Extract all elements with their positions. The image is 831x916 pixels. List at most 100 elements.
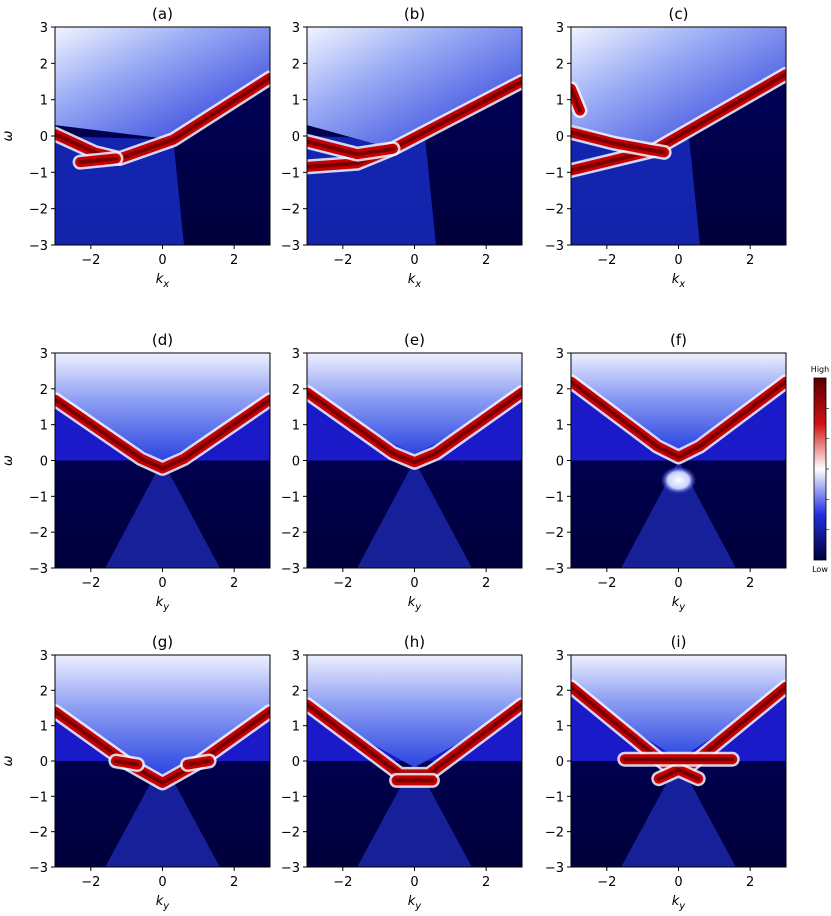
panel-title: (b) <box>404 5 425 23</box>
y-tick-label: −2 <box>29 203 48 218</box>
y-tick-label: 0 <box>292 755 300 770</box>
y-tick-label: −2 <box>545 203 564 218</box>
y-tick-label: −1 <box>281 790 300 805</box>
y-tick-label: −2 <box>29 526 48 541</box>
band-core <box>571 130 667 155</box>
x-label-subscript: x <box>678 279 685 290</box>
x-tick-label: −2 <box>597 576 616 591</box>
x-axis-label: ky <box>672 894 687 912</box>
panel-title: (g) <box>152 633 173 651</box>
heatmap-cone <box>307 655 522 768</box>
y-tick-label: −1 <box>281 490 300 505</box>
y-tick-label: 1 <box>40 720 48 735</box>
colorbar-low-label: Low <box>812 565 828 574</box>
heatmap-upper-region <box>307 27 522 149</box>
heatmap-cone <box>571 353 786 450</box>
x-tick-label: 0 <box>674 576 682 591</box>
x-tick-label: −2 <box>333 875 352 890</box>
x-label-symbol: k <box>156 595 164 610</box>
y-tick-label: 1 <box>292 419 300 434</box>
heatmap-upper-region <box>571 27 786 151</box>
x-tick-label: 0 <box>410 576 418 591</box>
x-tick-label: 2 <box>746 253 754 268</box>
heatmap-lower-glow <box>105 460 220 568</box>
band-core <box>307 139 395 157</box>
y-tick-label: 1 <box>292 720 300 735</box>
x-tick-label: −2 <box>81 875 100 890</box>
x-tick-label: 0 <box>674 875 682 890</box>
x-label-subscript: y <box>678 602 686 613</box>
y-tick-label: −3 <box>29 861 48 876</box>
panel-title: (i) <box>671 633 687 651</box>
y-tick-label: −1 <box>281 166 300 181</box>
y-tick-label: −2 <box>281 203 300 218</box>
heatmap-cone <box>55 353 270 462</box>
heatmap-cone <box>55 655 270 776</box>
y-axis-label: ω <box>1 755 16 766</box>
heatmap-cone <box>307 353 522 456</box>
heatmap <box>307 353 522 568</box>
y-tick-label: 0 <box>292 130 300 145</box>
y-tick-label: 3 <box>40 347 48 362</box>
x-axis-label: ky <box>156 894 171 912</box>
y-tick-label: 3 <box>556 649 564 664</box>
x-tick-label: 0 <box>158 253 166 268</box>
panel-title: (a) <box>152 5 173 23</box>
y-tick-label: 2 <box>556 383 564 398</box>
y-tick-label: 2 <box>40 383 48 398</box>
x-tick-label: 0 <box>410 875 418 890</box>
panel-title: (f) <box>670 331 687 349</box>
heatmap-lower-glow <box>621 761 736 867</box>
x-tick-label: 2 <box>482 875 490 890</box>
x-label-subscript: y <box>162 901 170 912</box>
y-tick-label: 1 <box>40 94 48 109</box>
x-label-subscript: y <box>678 901 686 912</box>
heatmap-cone <box>571 655 786 760</box>
x-label-symbol: k <box>408 595 416 610</box>
x-tick-label: 2 <box>746 875 754 890</box>
y-tick-label: −3 <box>29 562 48 577</box>
x-tick-label: −2 <box>333 576 352 591</box>
x-label-subscript: y <box>162 602 170 613</box>
y-tick-label: −3 <box>545 861 564 876</box>
x-tick-label: 2 <box>230 253 238 268</box>
x-tick-label: 2 <box>230 875 238 890</box>
x-tick-label: 0 <box>410 253 418 268</box>
x-tick-label: −2 <box>597 875 616 890</box>
x-label-subscript: x <box>162 279 169 290</box>
y-tick-label: 2 <box>556 684 564 699</box>
x-tick-label: 2 <box>482 253 490 268</box>
x-label-subscript: y <box>414 901 422 912</box>
y-tick-label: 1 <box>556 94 564 109</box>
y-tick-label: 2 <box>292 57 300 72</box>
colorbar-high-label: High <box>811 365 829 374</box>
x-label-symbol: k <box>672 272 680 287</box>
y-tick-label: −1 <box>545 490 564 505</box>
x-tick-label: 2 <box>230 576 238 591</box>
y-tick-label: 3 <box>292 649 300 664</box>
x-label-subscript: y <box>414 602 422 613</box>
y-tick-label: −3 <box>281 562 300 577</box>
x-axis-label: ky <box>156 595 171 613</box>
y-tick-label: 1 <box>40 419 48 434</box>
heatmap <box>55 655 270 867</box>
y-tick-label: 3 <box>556 347 564 362</box>
heatmap-lower-glow <box>621 460 736 568</box>
y-tick-label: 0 <box>40 755 48 770</box>
y-tick-label: 2 <box>40 684 48 699</box>
y-tick-label: −3 <box>545 562 564 577</box>
band-core <box>656 767 701 781</box>
band-core <box>571 86 582 113</box>
x-axis-label: ky <box>672 595 687 613</box>
y-tick-label: 0 <box>292 455 300 470</box>
y-tick-label: 1 <box>292 94 300 109</box>
panel-title: (d) <box>152 331 173 349</box>
y-tick-label: 2 <box>292 684 300 699</box>
heatmap <box>307 27 522 245</box>
x-tick-label: −2 <box>81 576 100 591</box>
x-label-symbol: k <box>156 272 164 287</box>
band-core <box>55 709 270 785</box>
panel-title: (c) <box>669 5 689 23</box>
y-tick-label: 0 <box>556 755 564 770</box>
